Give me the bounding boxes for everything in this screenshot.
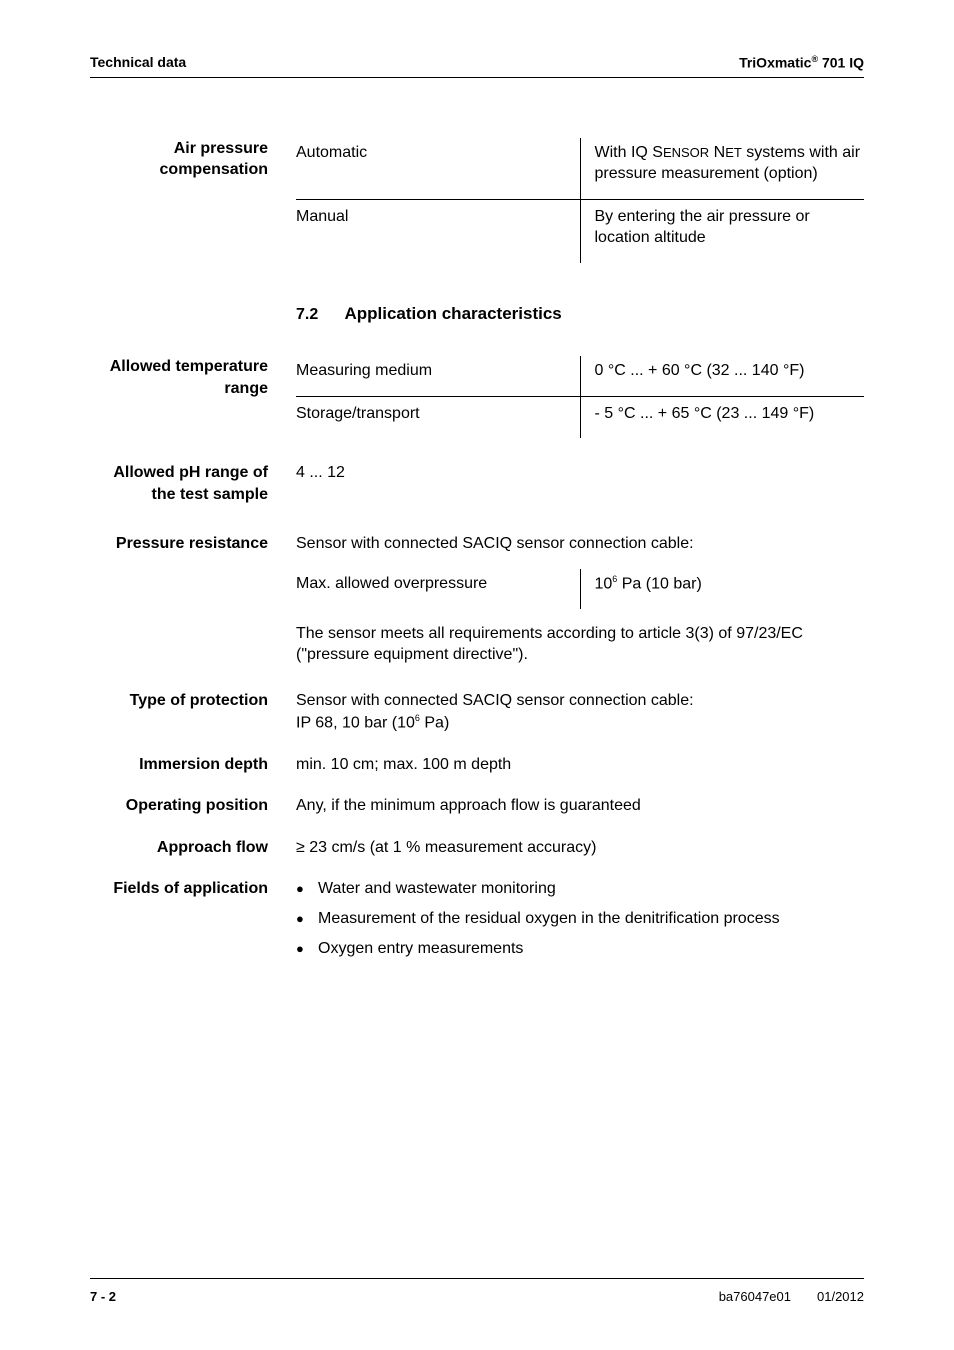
page-header: Technical data TriOxmatic® 701 IQ [90, 54, 864, 77]
air-manual-l: Manual [296, 199, 580, 263]
pressure-note: The sensor meets all requirements accord… [296, 623, 864, 666]
header-right: TriOxmatic® 701 IQ [739, 54, 864, 71]
air-pressure-label: Air pressure compensation [90, 138, 296, 263]
temp-measuring-r: 0 °C ... + 60 °C (32 ... 140 °F) [580, 356, 864, 396]
section-number: 7.2 [296, 304, 340, 326]
pressure-row-l: Max. allowed overpressure [296, 569, 580, 609]
air-auto-l: Automatic [296, 138, 580, 200]
immersion-label: Immersion depth [90, 754, 296, 776]
fields-item: Water and wastewater monitoring [296, 878, 864, 900]
fields-list: Water and wastewater monitoring Measurem… [296, 878, 864, 959]
footer-page: 7 - 2 [90, 1289, 116, 1304]
header-rule [90, 77, 864, 78]
air-manual-r: By entering the air pressure or location… [580, 199, 864, 263]
protection-line1: Sensor with connected SACIQ sensor conne… [296, 690, 864, 712]
temp-measuring-l: Measuring medium [296, 356, 580, 396]
air-pressure-table: Automatic With IQ SENSOR NET systems wit… [296, 138, 864, 263]
ph-value: 4 ... 12 [296, 462, 864, 505]
pressure-label: Pressure resistance [90, 533, 296, 666]
ph-label: Allowed pH range of the test sample [90, 462, 296, 505]
pressure-row-r: 106 Pa (10 bar) [580, 569, 864, 609]
operating-label: Operating position [90, 795, 296, 817]
immersion-value: min. 10 cm; max. 100 m depth [296, 754, 864, 776]
temp-table: Measuring medium 0 °C ... + 60 °C (32 ..… [296, 356, 864, 438]
approach-label: Approach flow [90, 837, 296, 859]
header-left: Technical data [90, 54, 186, 71]
protection-line2: IP 68, 10 bar (106 Pa) [296, 712, 864, 734]
footer-rule [90, 1278, 864, 1279]
pressure-intro: Sensor with connected SACIQ sensor conne… [296, 533, 864, 555]
footer-meta: ba76047e0101/2012 [693, 1289, 864, 1304]
air-auto-r: With IQ SENSOR NET systems with air pres… [580, 138, 864, 200]
pressure-table: Max. allowed overpressure 106 Pa (10 bar… [296, 569, 864, 609]
operating-value: Any, if the minimum approach flow is gua… [296, 795, 864, 817]
section-title: Application characteristics [344, 304, 561, 323]
fields-item: Oxygen entry measurements [296, 938, 864, 960]
page-footer: 7 - 2 ba76047e0101/2012 [90, 1278, 864, 1304]
fields-item: Measurement of the residual oxygen in th… [296, 908, 864, 930]
temp-storage-r: - 5 °C ... + 65 °C (23 ... 149 °F) [580, 396, 864, 438]
approach-value: ≥ 23 cm/s (at 1 % measurement accuracy) [296, 837, 864, 859]
protection-label: Type of protection [90, 690, 296, 734]
fields-label: Fields of application [90, 878, 296, 967]
temp-label: Allowed temperature range [90, 356, 296, 438]
temp-storage-l: Storage/transport [296, 396, 580, 438]
